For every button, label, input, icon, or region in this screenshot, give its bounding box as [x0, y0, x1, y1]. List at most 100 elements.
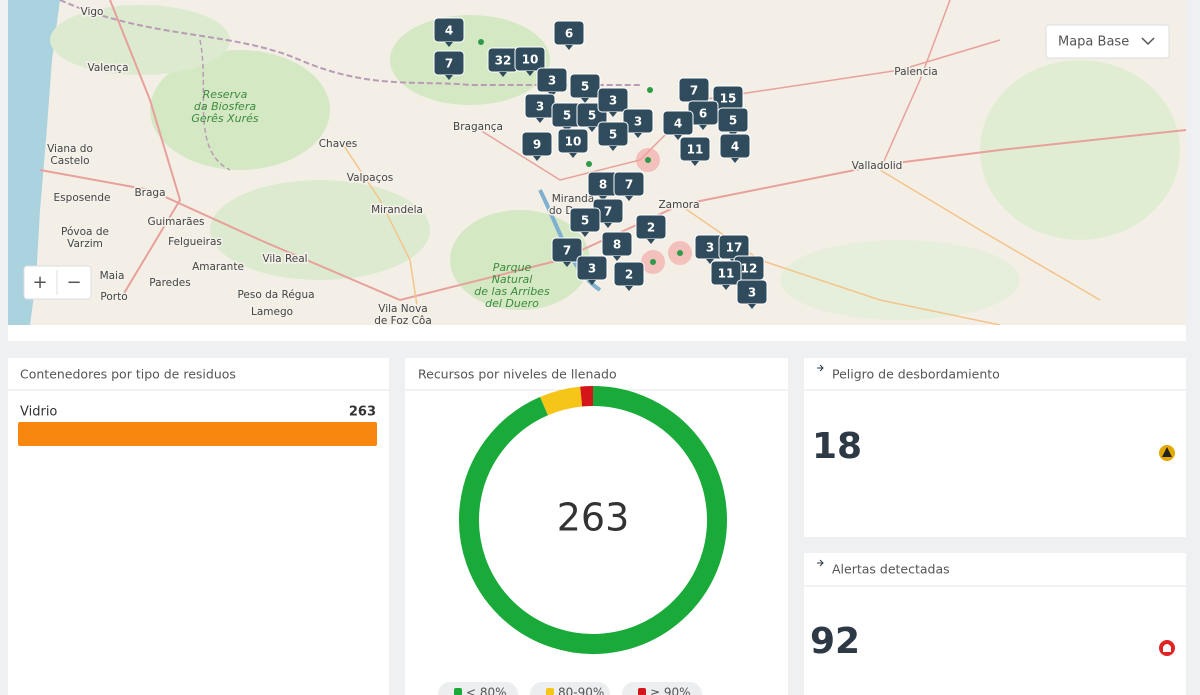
cluster-pointer: [613, 256, 621, 261]
place-label: Varzim: [67, 238, 103, 250]
cluster-count: 12: [741, 262, 758, 276]
cluster-marker[interactable]: 4: [433, 17, 465, 47]
place-label: Lamego: [251, 306, 293, 318]
legend-swatch: [638, 688, 646, 695]
kpi-value: 18: [812, 426, 862, 467]
cluster-count: 6: [699, 107, 707, 121]
cluster-pointer: [563, 262, 571, 267]
place-label: Zamora: [658, 199, 699, 211]
place-label: Maia: [100, 270, 125, 282]
legend-swatch: [546, 688, 554, 695]
map-footer: [8, 325, 1186, 341]
legend-label: ≥ 90%: [650, 686, 691, 695]
cluster-marker[interactable]: 8: [601, 231, 633, 261]
cluster-marker[interactable]: 5: [569, 73, 601, 103]
place-label: Chaves: [319, 138, 358, 150]
place-label: Amarante: [192, 261, 244, 273]
place-label: Esposende: [54, 192, 111, 204]
cluster-marker[interactable]: 9: [521, 131, 553, 161]
cluster-pointer: [722, 285, 730, 290]
cluster-count: 8: [613, 238, 621, 252]
cluster-count: 5: [609, 128, 617, 142]
cluster-marker[interactable]: 11: [710, 260, 742, 290]
cluster-pointer: [581, 232, 589, 237]
cluster-marker[interactable]: 3: [597, 87, 629, 117]
cluster-count: 32: [495, 54, 512, 68]
cluster-marker[interactable]: 10: [514, 46, 546, 76]
cluster-marker[interactable]: 4: [662, 110, 694, 140]
cluster-pointer: [565, 45, 573, 50]
cluster-count: 11: [718, 267, 735, 281]
warning-glyph: [1162, 447, 1172, 457]
cluster-marker[interactable]: 10: [557, 128, 589, 158]
cluster-marker[interactable]: 6: [553, 20, 585, 50]
cluster-marker[interactable]: 5: [551, 102, 583, 132]
cluster-marker[interactable]: 5: [717, 107, 749, 137]
place-label: Castelo: [50, 155, 89, 167]
cluster-count: 3: [536, 100, 544, 114]
protected-area-label: da Biosfera: [194, 100, 256, 113]
cluster-count: 5: [588, 109, 596, 123]
cluster-marker[interactable]: 3: [524, 93, 556, 123]
cluster-pointer: [533, 156, 541, 161]
protected-area-label: Natural: [492, 273, 533, 286]
cluster-pointer: [731, 158, 739, 163]
cluster-pointer: [609, 112, 617, 117]
zoom-in[interactable]: +: [32, 272, 47, 293]
cluster-pointer: [609, 146, 617, 151]
place-label: Palencia: [894, 66, 937, 78]
cluster-marker[interactable]: 11: [679, 136, 711, 166]
panel-title: Alertas detectadas: [832, 562, 950, 577]
cluster-count: 3: [588, 262, 596, 276]
place-label: Vila Nova: [378, 303, 428, 315]
cluster-pointer: [581, 98, 589, 103]
cluster-marker[interactable]: 17: [718, 234, 750, 264]
cluster-marker[interactable]: 15: [712, 85, 744, 115]
base-layer-button[interactable]: [1045, 24, 1170, 59]
donut-segment: [580, 386, 594, 407]
cluster-count: 3: [634, 115, 642, 129]
cluster-pointer: [634, 133, 642, 138]
legend-label: < 80%: [466, 686, 507, 695]
cluster-pointer: [625, 196, 633, 201]
cluster-marker[interactable]: 3: [622, 108, 654, 138]
cluster-count: 11: [687, 143, 704, 157]
panel: [8, 358, 389, 695]
base-layer-label[interactable]: Mapa Base: [1058, 35, 1129, 50]
cluster-pointer: [499, 72, 507, 77]
bar: [18, 422, 377, 446]
bar-label: Vidrio: [20, 405, 57, 420]
cluster-marker[interactable]: 5: [569, 207, 601, 237]
dropdown-arrow: [1141, 37, 1155, 46]
protected-area-label: Gerês Xurés: [191, 112, 259, 125]
cluster-marker[interactable]: 2: [613, 261, 645, 291]
panel-title: Recursos por niveles de llenado: [418, 367, 617, 382]
cluster-pointer: [748, 304, 756, 309]
cluster-pointer: [604, 223, 612, 228]
cluster-marker[interactable]: 5: [597, 121, 629, 151]
cluster-count: 3: [706, 241, 714, 255]
cluster-marker[interactable]: 3: [736, 279, 768, 309]
cluster-pointer: [588, 127, 596, 132]
place-label: Felgueiras: [168, 236, 222, 248]
cluster-marker[interactable]: 32: [487, 47, 519, 77]
cluster-marker[interactable]: 2: [635, 214, 667, 244]
cluster-pointer: [536, 118, 544, 123]
cluster-count: 4: [445, 24, 453, 38]
cluster-count: 10: [565, 135, 582, 149]
cluster-pointer: [526, 71, 534, 76]
protected-area-label: del Duero: [485, 297, 539, 310]
cluster-marker[interactable]: 3: [576, 255, 608, 285]
cluster-count: 2: [647, 221, 655, 235]
cluster-marker[interactable]: 7: [551, 237, 583, 267]
cluster-marker[interactable]: 4: [719, 133, 751, 163]
cluster-count: 3: [748, 286, 756, 300]
cluster-marker[interactable]: 6: [687, 100, 719, 130]
cluster-marker[interactable]: 7: [433, 50, 465, 80]
zoom-out[interactable]: −: [66, 272, 81, 293]
cluster-marker[interactable]: 3: [694, 234, 726, 264]
cluster-marker[interactable]: 7: [613, 171, 645, 201]
legend-label: 80-90%: [558, 686, 604, 695]
place-label: Porto: [100, 291, 127, 303]
place-label: Vigo: [81, 6, 104, 18]
